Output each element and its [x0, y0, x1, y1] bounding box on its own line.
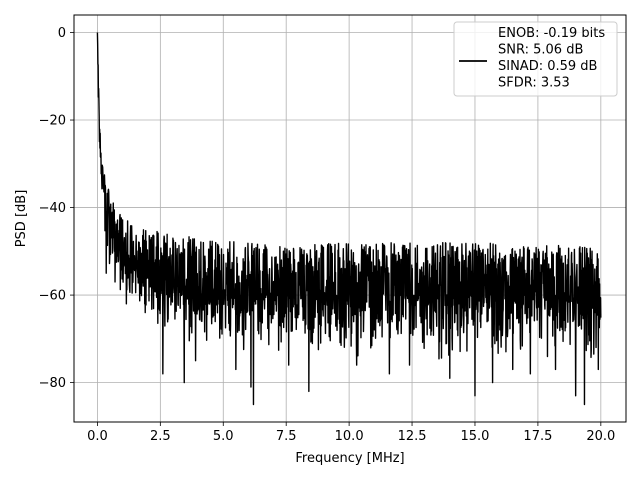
y-axis-label: PSD [dB]	[14, 190, 29, 248]
legend-entry-line-1: SNR: 5.06 dB	[498, 43, 583, 58]
psd-series-line	[96, 32, 602, 406]
tick-marks	[70, 32, 602, 426]
legend-box	[453, 21, 618, 97]
y-tick-label-2: −40	[39, 201, 66, 216]
x-tick-label-5: 12.5	[398, 429, 427, 444]
x-tick-label-2: 5.0	[213, 429, 234, 444]
tick-labels: 0.0 2.5 5.0 7.5 10.0 12.5 15.0 17.5 20.0 0 −20 −40 −…	[39, 26, 616, 444]
x-tick-label-6: 15.0	[460, 429, 489, 444]
x-tick-label-3: 7.5	[276, 429, 297, 444]
series-layer	[96, 32, 602, 406]
x-tick-label-7: 17.5	[523, 429, 552, 444]
legend-entry-line-2: SINAD: 0.59 dB	[498, 59, 597, 74]
y-tick-label-3: −60	[39, 289, 66, 304]
y-tick-label-1: −20	[39, 114, 66, 129]
x-tick-label-1: 2.5	[150, 429, 171, 444]
x-tick-label-4: 10.0	[335, 429, 364, 444]
x-tick-label-0: 0.0	[87, 429, 108, 444]
y-tick-label-4: −80	[39, 376, 66, 391]
legend-entry-line-3: SFDR: 3.53	[498, 76, 570, 91]
axes-frame	[73, 14, 627, 423]
legend-entry-line-0: ENOB: -0.19 bits	[498, 26, 605, 41]
x-tick-label-8: 20.0	[586, 429, 615, 444]
x-axis-label: Frequency [MHz]	[295, 451, 404, 466]
y-tick-label-0: 0	[58, 26, 66, 41]
